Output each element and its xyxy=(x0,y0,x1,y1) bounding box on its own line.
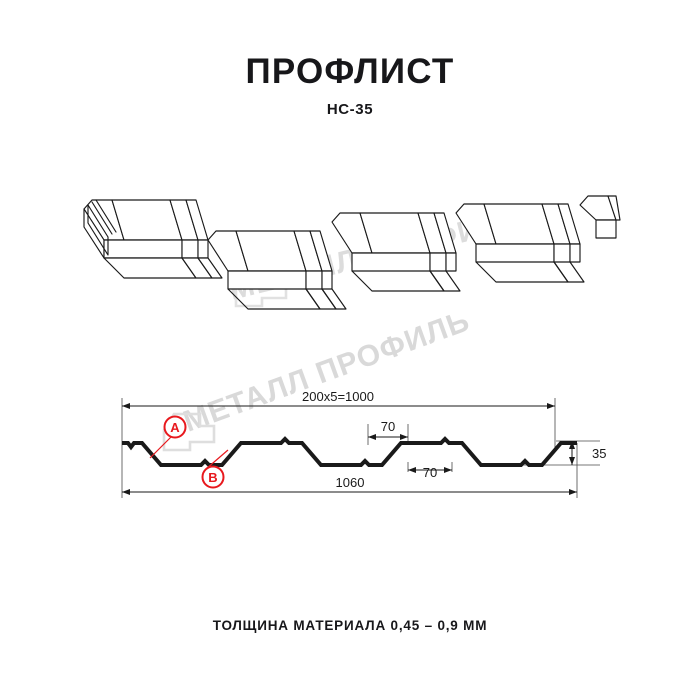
profile-stiffening-ribs xyxy=(280,437,450,444)
product-model-subtitle: НС-35 xyxy=(326,101,374,118)
dimension-height: 35 xyxy=(569,441,606,465)
callout-b-label: B xyxy=(208,470,217,485)
iso-corrugation-5 xyxy=(579,195,621,239)
watermark-lower-text: МЕТАЛЛ ПРОФИЛЬ xyxy=(179,304,474,438)
dimension-overall-width: 1060 xyxy=(122,475,577,495)
title-block: ПРОФЛИСТ НС-35 xyxy=(0,52,700,119)
corrugated-sheet-isometric xyxy=(83,195,621,310)
iso-lower-fold-edges xyxy=(227,261,585,310)
page-title: ПРОФЛИСТ xyxy=(245,52,455,91)
dimension-bottom-flange: 70 xyxy=(408,465,452,480)
dimension-height-label: 35 xyxy=(592,446,606,461)
dimension-top-flange-label: 70 xyxy=(381,419,395,434)
iso-corrugation-2 xyxy=(207,230,333,290)
iso-left-edge-detail xyxy=(87,199,117,256)
material-thickness-note: ТОЛЩИНА МАТЕРИАЛА 0,45 – 0,9 ММ xyxy=(212,618,488,633)
callout-a: A xyxy=(149,415,187,459)
dimension-pitch-total: 200x5=1000 xyxy=(122,389,555,409)
dimension-pitch-total-label: 200x5=1000 xyxy=(302,389,374,404)
dimension-top-flange: 70 xyxy=(368,419,408,440)
profile-outline xyxy=(122,436,577,467)
iso-corrugation-3 xyxy=(331,212,457,272)
callout-b: B xyxy=(201,449,229,489)
watermark-lower: МЕТАЛЛ ПРОФИЛЬ xyxy=(162,304,474,452)
iso-corrugation-4 xyxy=(455,203,581,263)
dimension-overall-width-label: 1060 xyxy=(336,475,365,490)
dimension-bottom-flange-label: 70 xyxy=(423,465,437,480)
iso-corrugation-1 xyxy=(83,199,223,279)
callout-b-circle xyxy=(201,465,225,489)
watermark-lower-logo-icon xyxy=(162,412,216,452)
callout-a-label: A xyxy=(170,420,180,435)
callout-a-circle xyxy=(163,415,187,439)
